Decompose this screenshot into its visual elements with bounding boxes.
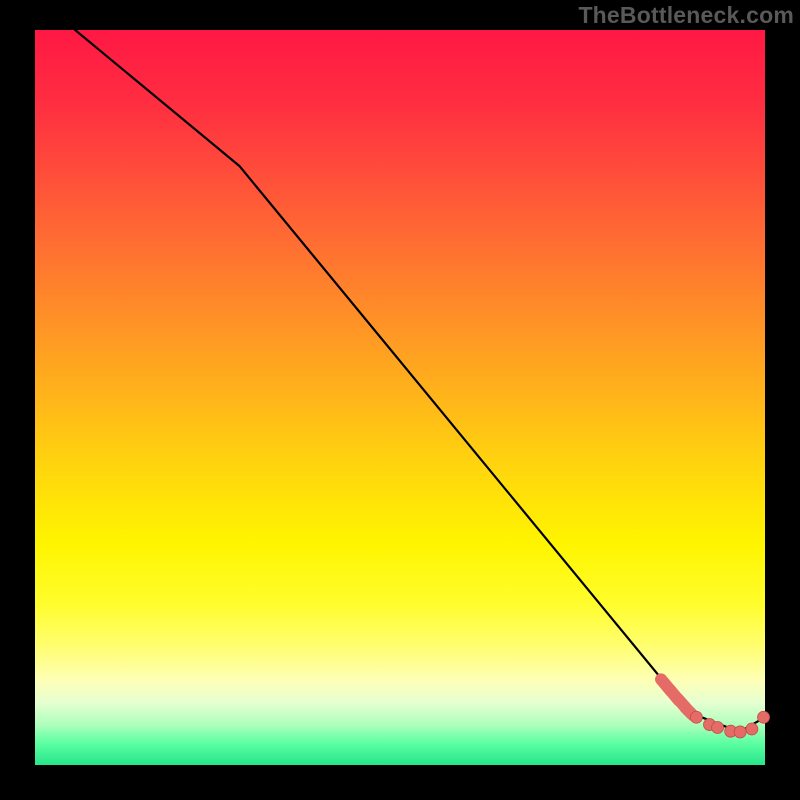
marker-dot bbox=[758, 711, 770, 723]
marker-dot bbox=[690, 711, 702, 723]
marker-dot bbox=[712, 722, 724, 734]
watermark-text: TheBottleneck.com bbox=[578, 2, 794, 29]
marker-dot bbox=[746, 723, 758, 735]
plot-background bbox=[35, 30, 765, 765]
marker-dot bbox=[734, 726, 746, 738]
bottleneck-chart bbox=[0, 0, 800, 800]
